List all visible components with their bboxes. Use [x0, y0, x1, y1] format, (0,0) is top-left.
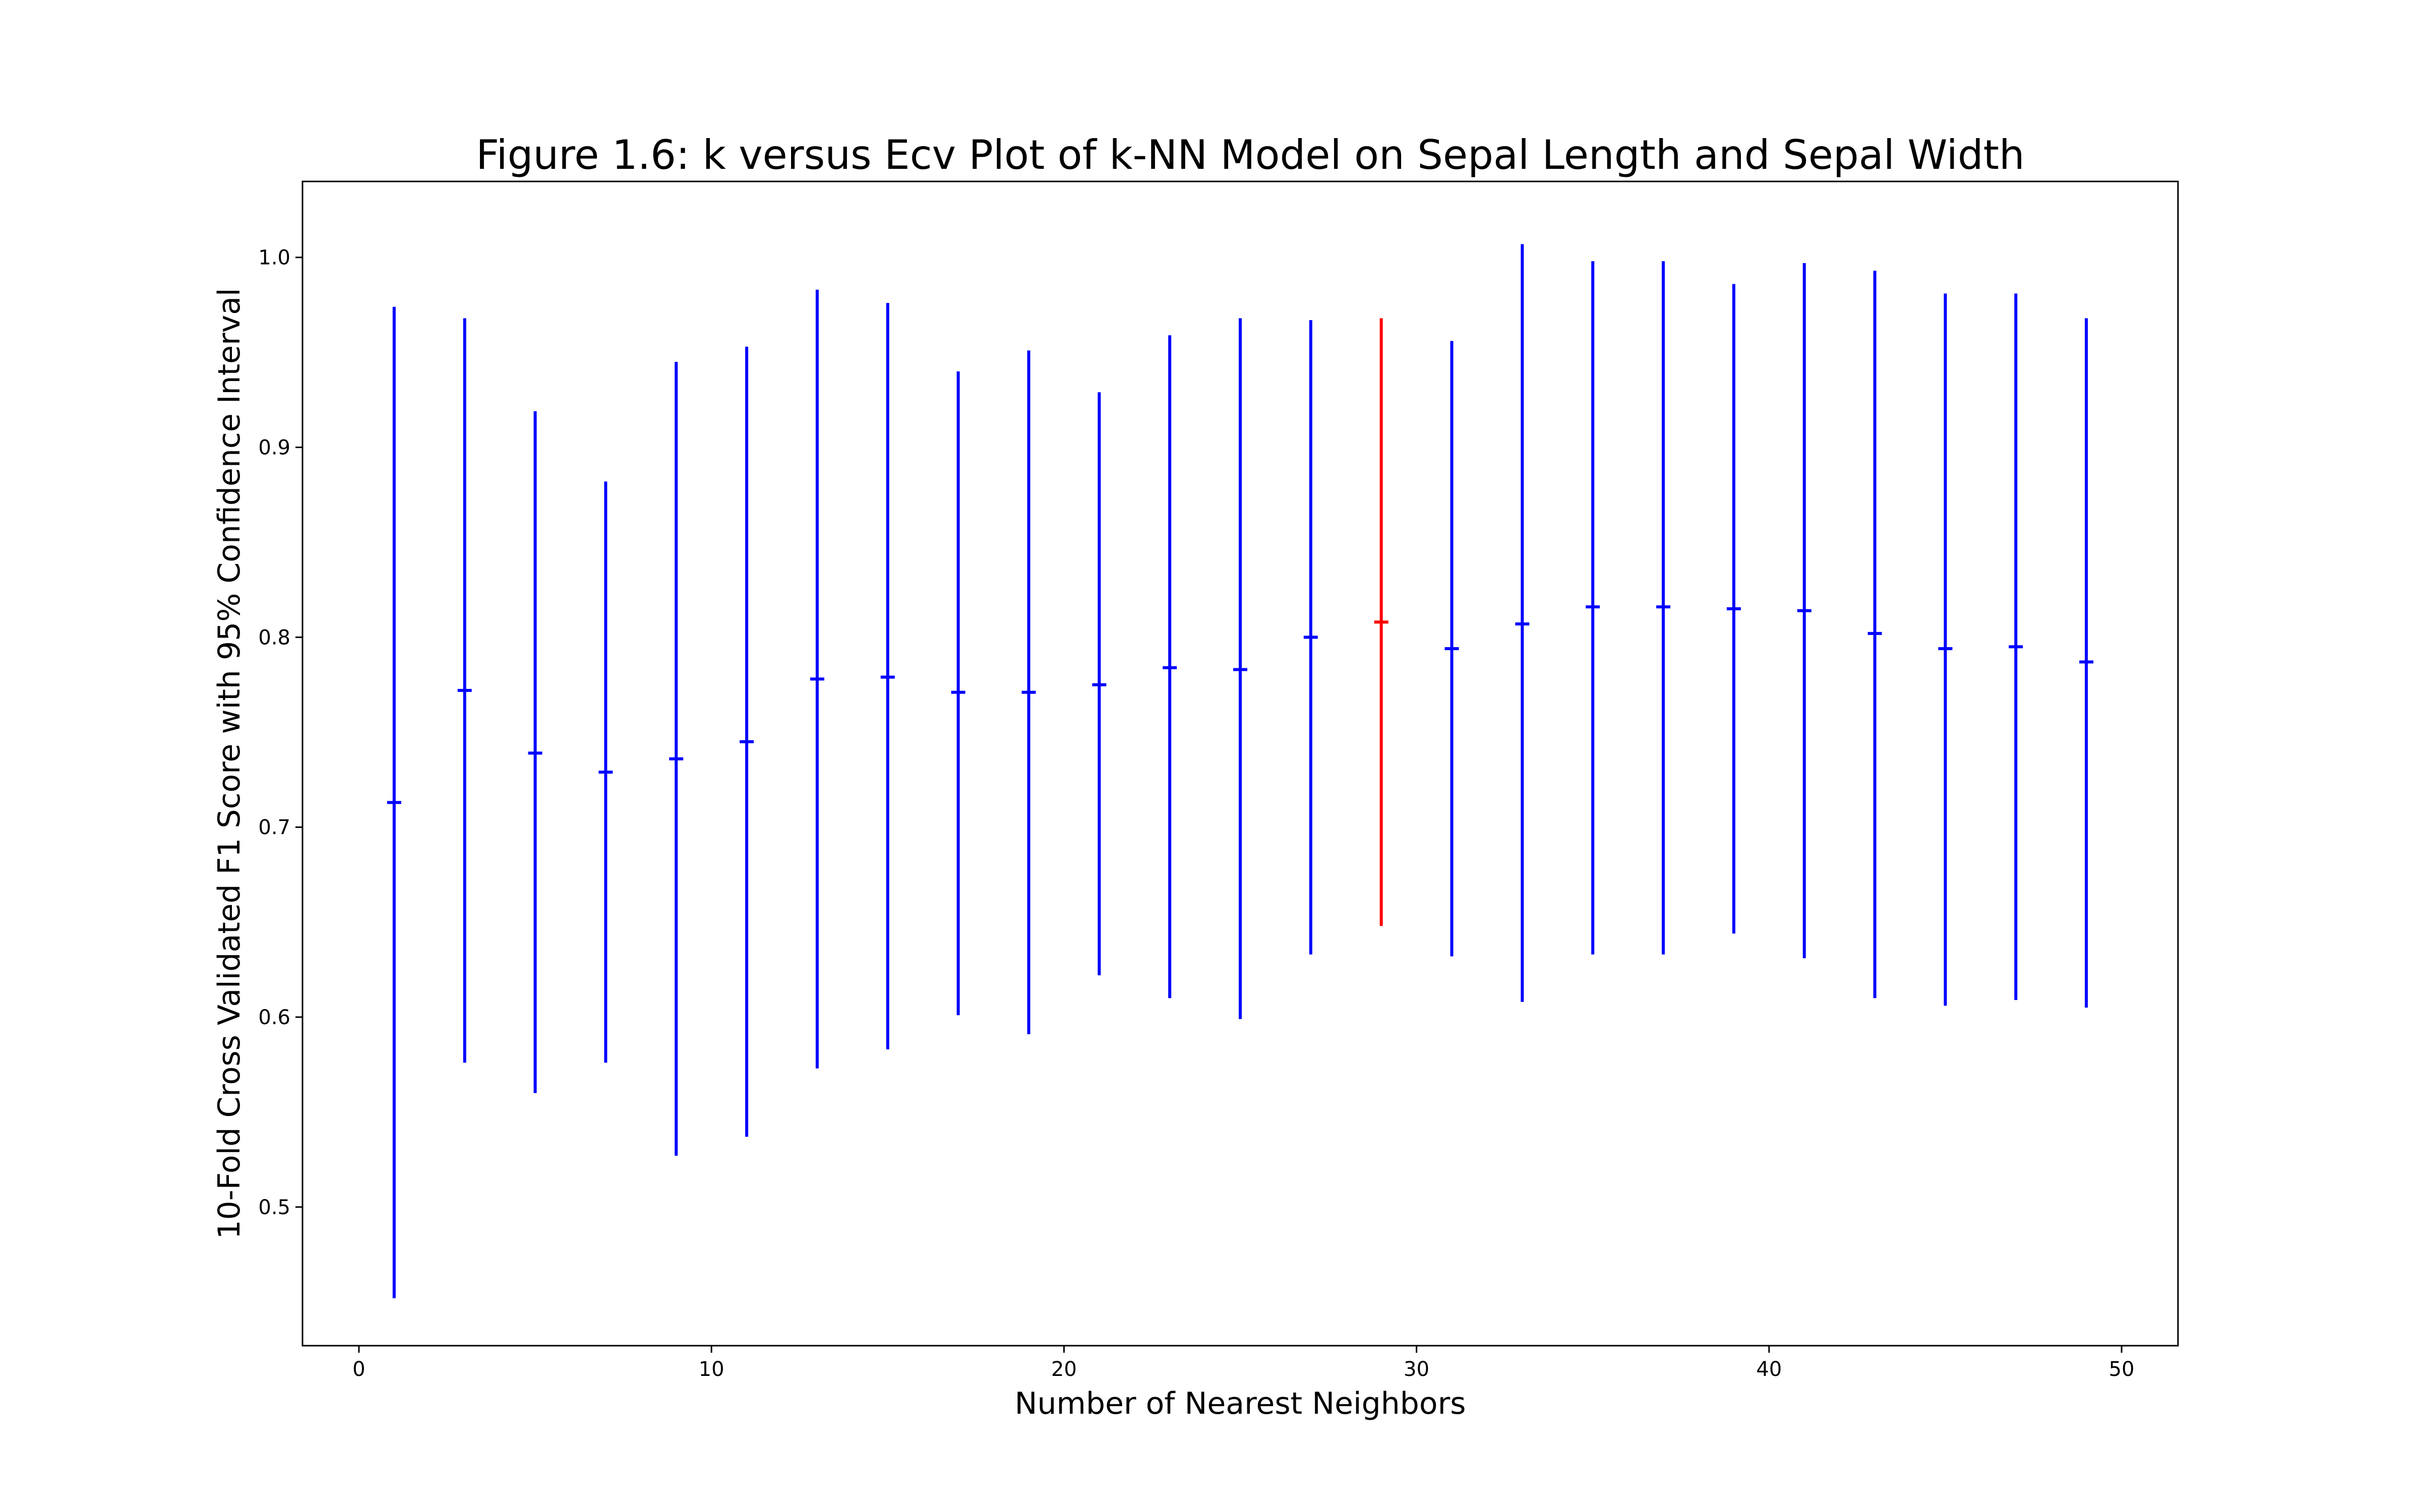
error-bar: [1867, 271, 1882, 998]
y-tick-label: 0.8: [258, 626, 290, 649]
error-bar: [1726, 284, 1741, 934]
x-tick-label: 30: [1404, 1358, 1429, 1381]
x-axis: 0 10 20 30 40 50: [352, 1346, 2135, 1381]
error-bar: [387, 306, 401, 1298]
x-axis-label: Number of Nearest Neighbors: [1015, 1386, 1466, 1421]
error-bar: [1303, 320, 1318, 955]
error-bar: [951, 371, 965, 1016]
error-bar: [1444, 341, 1459, 957]
x-tick-label: 20: [1051, 1358, 1077, 1381]
error-bar: [2079, 318, 2094, 1008]
y-tick-label: 0.5: [258, 1196, 290, 1219]
x-tick-label: 40: [1756, 1358, 1782, 1381]
chart-title: Figure 1.6: k versus Ecv Plot of k-NN Mo…: [476, 132, 2025, 178]
y-tick-label: 0.7: [258, 816, 290, 839]
error-bar: [1021, 350, 1036, 1034]
error-bar: [1797, 263, 1811, 959]
error-bar: [1092, 392, 1107, 976]
error-bar: [669, 361, 684, 1156]
error-bar-highlight: [1374, 318, 1388, 926]
y-axis: 0.5 0.6 0.7 0.8 0.9 1.0: [258, 246, 302, 1219]
error-bar: [528, 411, 542, 1093]
y-axis-label: 10-Fold Cross Validated F1 Score with 95…: [212, 288, 247, 1239]
y-tick-label: 0.9: [258, 436, 290, 460]
y-tick-label: 0.6: [258, 1006, 290, 1029]
error-bar: [1938, 293, 1953, 1006]
error-bar: [1656, 261, 1671, 955]
error-bar-series: [387, 244, 2094, 1298]
error-bar: [740, 346, 754, 1137]
x-tick-label: 50: [2109, 1358, 2135, 1381]
error-bar: [598, 481, 613, 1063]
error-bar: [880, 303, 895, 1050]
error-bar: [1515, 244, 1530, 1002]
error-bar: [457, 318, 472, 1063]
y-tick-label: 1.0: [258, 246, 290, 270]
error-bar: [810, 289, 824, 1068]
error-bar: [1163, 335, 1177, 998]
error-bar: [1586, 261, 1600, 955]
error-bar: [1233, 318, 1247, 1019]
error-bar: [2009, 293, 2023, 1000]
x-tick-label: 10: [699, 1358, 724, 1381]
x-tick-label: 0: [352, 1358, 365, 1381]
